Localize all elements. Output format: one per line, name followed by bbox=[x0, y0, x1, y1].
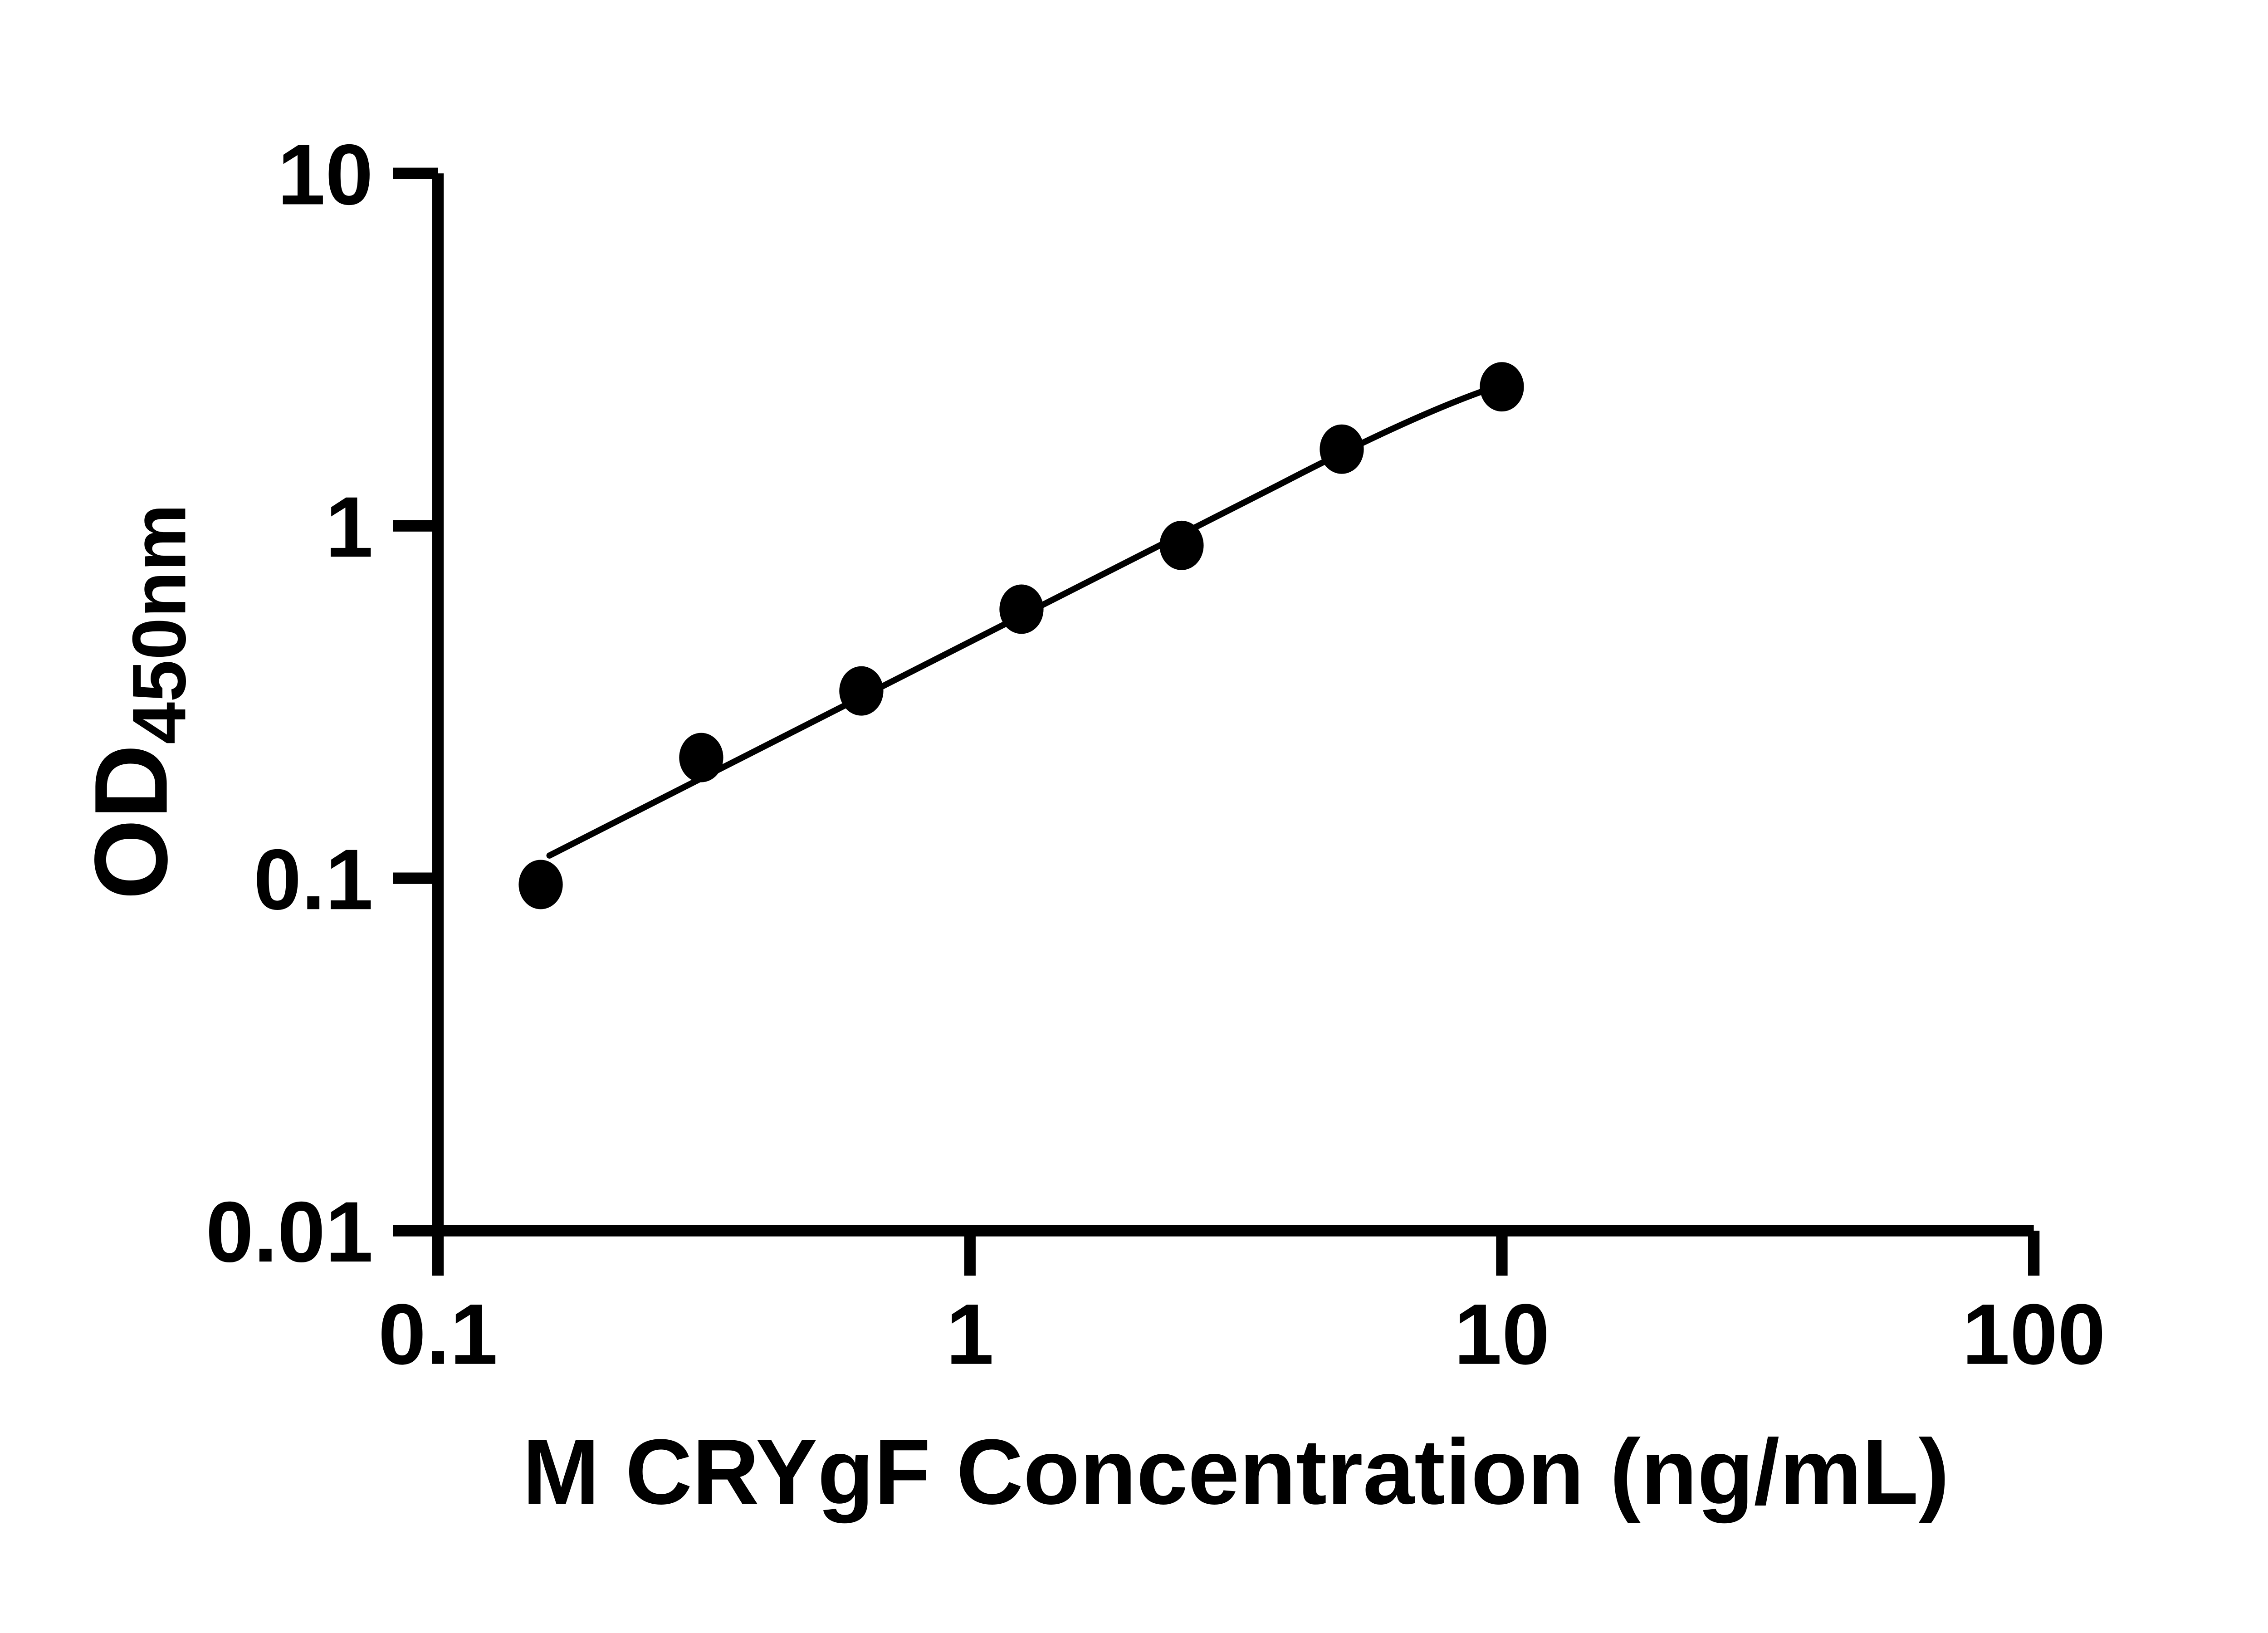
x-tick-label-10: 10 bbox=[1454, 1286, 1550, 1383]
x-tick-label-100: 100 bbox=[1962, 1286, 2105, 1383]
y-tick-label-0.1: 0.1 bbox=[254, 831, 373, 928]
data-point bbox=[518, 860, 563, 909]
x-axis-ticks bbox=[432, 1231, 2040, 1276]
y-tick-label-1: 1 bbox=[325, 479, 373, 575]
data-point bbox=[999, 584, 1044, 634]
data-point bbox=[679, 733, 723, 782]
y-axis-ticks bbox=[393, 167, 438, 1237]
data-point bbox=[1480, 362, 1524, 412]
data-points bbox=[518, 362, 1524, 909]
x-tick-label-1: 1 bbox=[946, 1286, 994, 1383]
y-axis-title-subscript: 450nm bbox=[117, 504, 201, 744]
data-point bbox=[1320, 424, 1364, 474]
data-point bbox=[1159, 520, 1204, 570]
y-axis-title-main: OD bbox=[73, 744, 189, 900]
y-tick-label-0.01: 0.01 bbox=[206, 1184, 373, 1280]
y-axis-tick-labels: 10 1 0.1 0.01 bbox=[206, 127, 373, 1280]
data-point bbox=[839, 666, 884, 716]
x-tick-label-0.1: 0.1 bbox=[378, 1286, 498, 1383]
y-tick-label-10: 10 bbox=[278, 127, 373, 223]
axes-frame bbox=[432, 173, 2034, 1237]
y-axis-title: OD450nm bbox=[73, 504, 202, 900]
x-axis-tick-labels: 0.1 1 10 100 bbox=[378, 1286, 2106, 1383]
x-axis-title: M CRYgF Concentration (ng/mL) bbox=[523, 1420, 1950, 1524]
